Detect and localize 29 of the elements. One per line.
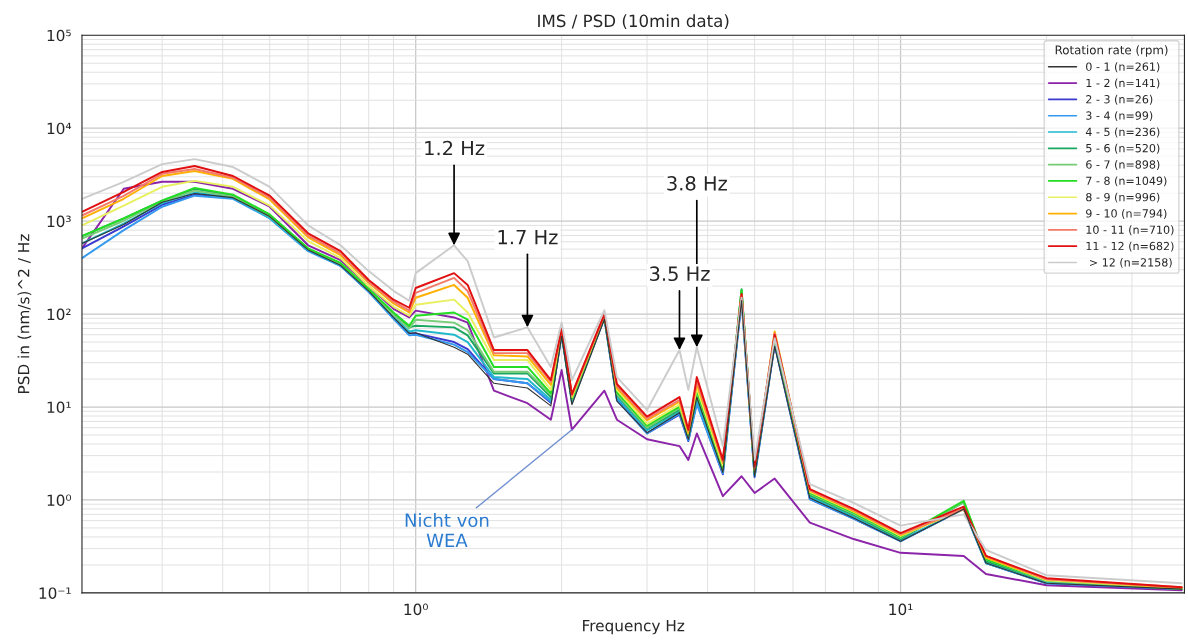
legend-label: 0 - 1 (n=261) <box>1086 62 1160 73</box>
legend-label: 7 - 8 (n=1049) <box>1086 176 1167 187</box>
legend-label: 3 - 4 (n=99) <box>1086 111 1153 122</box>
legend-label: > 12 (n=2158) <box>1090 257 1172 268</box>
y-tick-label: 10⁵ <box>47 29 71 42</box>
annotation: 3.5 Hz <box>650 266 710 282</box>
legend-label: 6 - 7 (n=898) <box>1086 160 1160 170</box>
legend-label: 10 - 11 (n=710) <box>1086 225 1174 236</box>
x-axis-title: Frequency Hz <box>583 619 685 635</box>
annotation: 1.2 Hz <box>425 140 485 156</box>
y-tick-label: 10² <box>47 308 71 321</box>
y-tick-label: 10⁻¹ <box>39 587 71 599</box>
y-tick-label: 10⁰ <box>47 494 72 506</box>
legend-title: Rotation rate (rpm) <box>1055 45 1168 57</box>
y-tick-label: 10¹ <box>47 401 71 414</box>
y-tick-label: 10⁴ <box>47 122 72 135</box>
legend-label: 1 - 2 (n=141) <box>1086 78 1160 89</box>
legend-label: 8 - 9 (n=996) <box>1086 192 1160 203</box>
annotation: 1.7 Hz <box>498 229 558 245</box>
y-axis-title: PSD in (nm/s)^2 / Hz <box>17 234 32 393</box>
annotation: 3.8 Hz <box>667 175 727 191</box>
legend-label: 5 - 6 (n=520) <box>1086 143 1160 154</box>
y-tick-label: 10³ <box>47 215 71 228</box>
legend-label: 2 - 3 (n=26) <box>1086 94 1153 105</box>
annotation: Nicht von WEA <box>405 513 489 547</box>
legend-label: 9 - 10 (n=794) <box>1086 209 1167 219</box>
legend-label: 4 - 5 (n=236) <box>1085 127 1160 138</box>
chart-title: IMS / PSD (10min data) <box>538 14 729 30</box>
legend-label: 11 - 12 (n=682) <box>1086 241 1174 252</box>
